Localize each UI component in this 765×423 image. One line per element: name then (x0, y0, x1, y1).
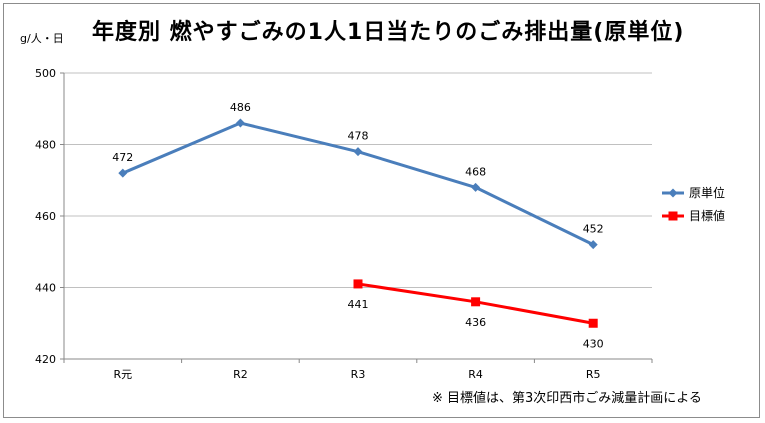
x-tick-label: R3 (351, 368, 366, 381)
y-tick-label: 480 (35, 139, 56, 152)
data-point-diamond (235, 118, 245, 128)
data-label: 430 (583, 337, 604, 350)
x-tick-label: R5 (586, 368, 601, 381)
data-label: 486 (230, 101, 251, 114)
data-label: 478 (348, 130, 369, 143)
chart-title: 年度別 燃やすごみの1人1日当たりのごみ排出量(原単位) (92, 20, 685, 45)
data-point-square (353, 279, 363, 289)
legend-marker-square (668, 211, 678, 221)
data-point-diamond (588, 240, 598, 250)
data-label: 452 (583, 223, 604, 236)
data-point-diamond (471, 182, 481, 192)
data-point-diamond (353, 147, 363, 157)
x-tick-label: R4 (468, 368, 483, 381)
y-tick-label: 460 (35, 210, 56, 223)
y-tick-label: 440 (35, 282, 56, 295)
data-point-diamond (118, 168, 128, 178)
x-tick-label: R2 (233, 368, 248, 381)
chart-frame (3, 3, 760, 418)
legend-label: 原単位 (689, 185, 725, 200)
data-label: 441 (348, 298, 369, 311)
y-tick-label: 500 (35, 67, 56, 80)
data-point-square (471, 297, 481, 307)
legend-label: 目標値 (689, 208, 725, 223)
legend-marker-diamond (668, 188, 678, 198)
data-label: 472 (112, 151, 133, 164)
data-point-square (588, 318, 598, 328)
y-tick-label: 420 (35, 353, 56, 366)
data-label: 468 (465, 165, 486, 178)
x-tick-label: R元 (113, 368, 132, 381)
data-label: 436 (465, 316, 486, 329)
footnote: ※ 目標値は、第3次印西市ごみ減量計画による (432, 391, 702, 406)
y-axis-unit-label: g/人・日 (20, 32, 64, 45)
